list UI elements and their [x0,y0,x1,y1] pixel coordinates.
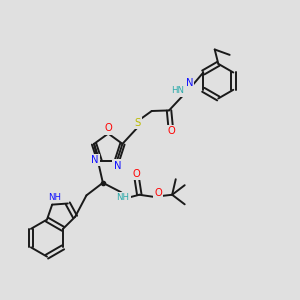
Text: N: N [186,78,193,88]
Text: O: O [105,124,113,134]
Text: O: O [154,188,162,198]
Text: O: O [132,169,140,179]
Text: N: N [91,155,98,165]
Text: N: N [114,160,122,171]
Text: O: O [167,126,175,136]
Text: NH: NH [116,193,129,202]
Text: S: S [134,118,140,128]
Text: HN: HN [172,86,184,95]
Text: NH: NH [48,193,61,202]
